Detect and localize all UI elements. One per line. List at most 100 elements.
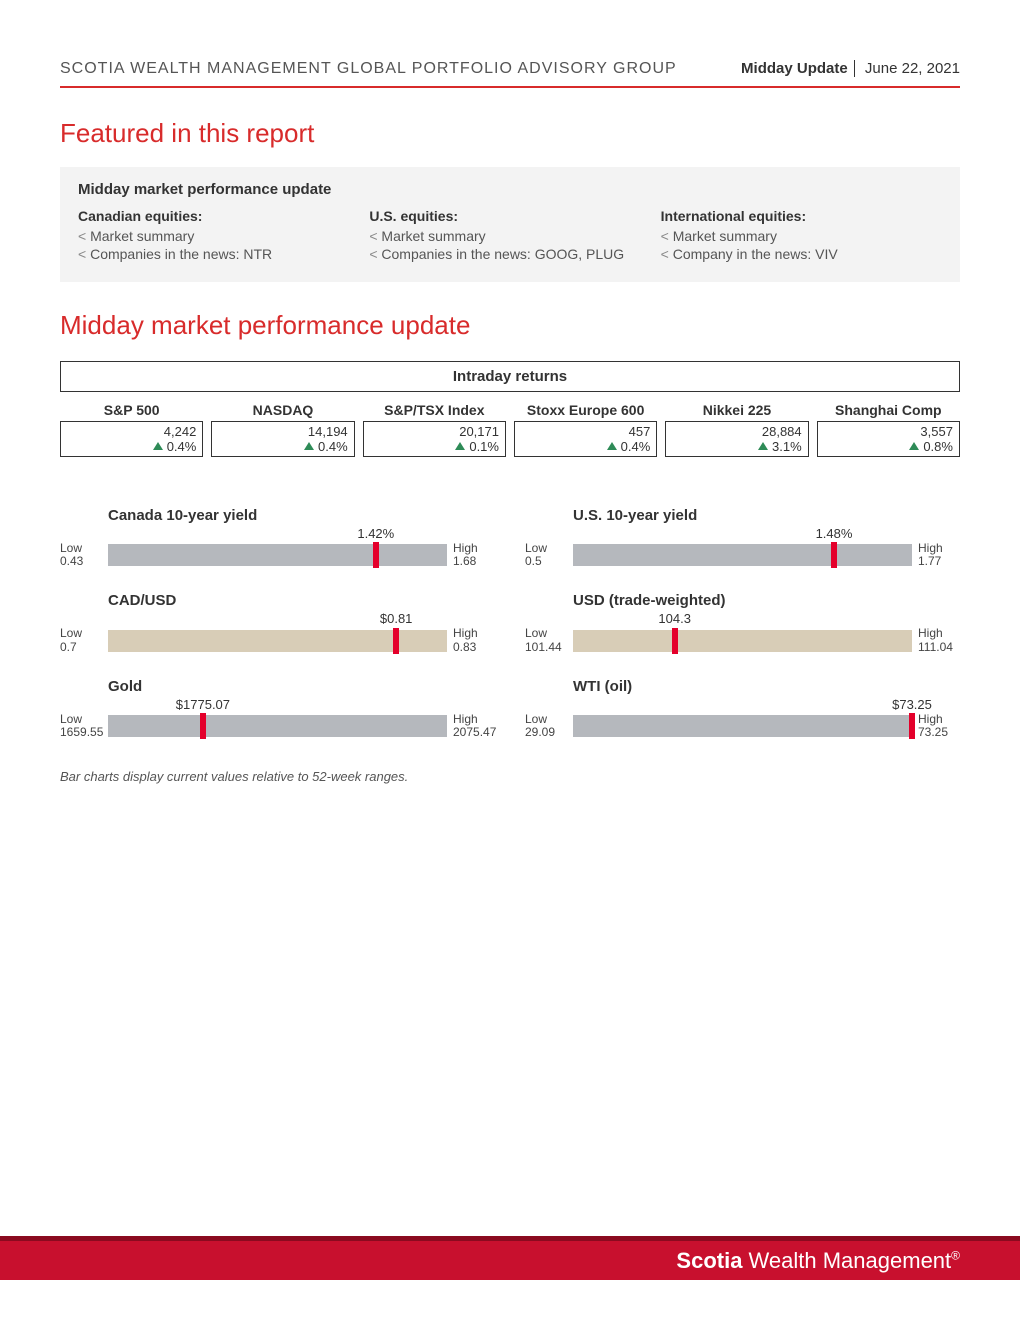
report-date: June 22, 2021 [865, 60, 960, 77]
featured-item: Market summary [661, 228, 942, 244]
range-low-label: Low1659.55 [60, 713, 102, 739]
up-triangle-icon [607, 442, 617, 450]
range-high-label: High2075.47 [453, 713, 495, 739]
index-name: NASDAQ [211, 402, 354, 418]
featured-item: Companies in the news: GOOG, PLUG [369, 246, 650, 262]
range-block: Gold $1775.07Low1659.55 High2075.47 [60, 678, 495, 739]
featured-column-title: Canadian equities: [78, 208, 359, 224]
range-current-label: 104.3 [525, 611, 960, 627]
featured-column: International equities: Market summary Com… [661, 208, 942, 264]
index-change: 0.1% [370, 439, 499, 454]
range-low-label: Low0.5 [525, 542, 567, 568]
range-marker [373, 542, 379, 568]
range-title: USD (trade-weighted) [573, 592, 960, 609]
range-bar [573, 630, 912, 652]
section-heading-featured: Featured in this report [60, 118, 960, 149]
index-name: Nikkei 225 [665, 402, 808, 418]
range-low-label: Low0.7 [60, 627, 102, 653]
index-value-box: 3,5570.8% [817, 421, 960, 457]
range-block: USD (trade-weighted) 104.3Low101.44High11… [525, 592, 960, 653]
range-current-label: $0.81 [60, 611, 495, 627]
index-value: 3,557 [824, 424, 953, 439]
index-card: S&P/TSX Index 20,1710.1% [363, 402, 506, 457]
range-marker [831, 542, 837, 568]
report-title: Midday Update [741, 60, 855, 77]
page-header: SCOTIA WEALTH MANAGEMENT GLOBAL PORTFOLI… [60, 60, 960, 88]
range-bar-wrap: Low0.43High1.68 [60, 542, 495, 568]
section-heading-update: Midday market performance update [60, 310, 960, 341]
range-block: WTI (oil) $73.25Low29.09 High73.25 [525, 678, 960, 739]
range-marker [672, 628, 678, 654]
range-bar [573, 715, 912, 737]
range-low-label: Low29.09 [525, 713, 567, 739]
featured-item: Companies in the news: NTR [78, 246, 359, 262]
up-triangle-icon [909, 442, 919, 450]
range-marker [200, 713, 206, 739]
range-bar-wrap: Low0.5 High1.77 [525, 542, 960, 568]
index-value-box: 14,1940.4% [211, 421, 354, 457]
featured-column: Canadian equities:Market summaryCompanie… [78, 208, 359, 264]
range-high-label: High0.83 [453, 627, 495, 653]
index-change: 3.1% [672, 439, 801, 454]
range-block: CAD/USD $0.81Low0.7 High0.83 [60, 592, 495, 653]
featured-box-title: Midday market performance update [78, 181, 942, 198]
intraday-title: Intraday returns [60, 361, 960, 392]
range-current-label: 1.48% [525, 526, 960, 542]
range-bar [108, 715, 447, 737]
range-block: U.S. 10-year yield 1.48%Low0.5 High1.77 [525, 507, 960, 568]
index-card: S&P 500 4,2420.4% [60, 402, 203, 457]
range-low-label: Low101.44 [525, 627, 567, 653]
range-bar-wrap: Low1659.55 High2075.47 [60, 713, 495, 739]
index-name: S&P/TSX Index [363, 402, 506, 418]
range-title: CAD/USD [108, 592, 495, 609]
featured-column: U.S. equities:Market summaryCompanies in… [369, 208, 650, 264]
index-value-box: 4,2420.4% [60, 421, 203, 457]
range-bar-wrap: Low29.09 High73.25 [525, 713, 960, 739]
range-high-label: High1.68 [453, 542, 495, 568]
index-value: 4,242 [67, 424, 196, 439]
range-current-label: 1.42% [60, 526, 495, 542]
range-title: U.S. 10-year yield [573, 507, 960, 524]
footer-brand-bar: Scotia Wealth Management® [0, 1236, 1020, 1280]
up-triangle-icon [153, 442, 163, 450]
range-block: Canada 10-year yield 1.42%Low0.43High1.68 [60, 507, 495, 568]
index-change: 0.4% [67, 439, 196, 454]
range-bar [108, 630, 447, 652]
index-value-box: 4570.4% [514, 421, 657, 457]
range-marker [393, 628, 399, 654]
index-name: Stoxx Europe 600 [514, 402, 657, 418]
index-value: 14,194 [218, 424, 347, 439]
index-change: 0.8% [824, 439, 953, 454]
range-bar-wrap: Low101.44High111.04 [525, 627, 960, 653]
footnote: Bar charts display current values relati… [60, 769, 960, 784]
range-title: Gold [108, 678, 495, 695]
org-name: SCOTIA WEALTH MANAGEMENT GLOBAL PORTFOLI… [60, 60, 677, 78]
index-value: 457 [521, 424, 650, 439]
index-card: Shanghai Comp 3,5570.8% [817, 402, 960, 457]
index-name: S&P 500 [60, 402, 203, 418]
up-triangle-icon [304, 442, 314, 450]
up-triangle-icon [455, 442, 465, 450]
range-title: WTI (oil) [573, 678, 960, 695]
range-title: Canada 10-year yield [108, 507, 495, 524]
index-value: 28,884 [672, 424, 801, 439]
index-card: Stoxx Europe 600 4570.4% [514, 402, 657, 457]
range-high-label: High73.25 [918, 713, 960, 739]
range-bar [108, 544, 447, 566]
range-bar-wrap: Low0.7 High0.83 [60, 627, 495, 653]
featured-item: Company in the news: VIV [661, 246, 942, 262]
featured-item: Market summary [369, 228, 650, 244]
index-value: 20,171 [370, 424, 499, 439]
up-triangle-icon [758, 442, 768, 450]
index-value-box: 28,8843.1% [665, 421, 808, 457]
featured-column-title: International equities: [661, 208, 942, 224]
range-current-label: $1775.07 [60, 697, 495, 713]
index-name: Shanghai Comp [817, 402, 960, 418]
footer-brand-rest: Wealth Management [742, 1248, 951, 1273]
range-high-label: High1.77 [918, 542, 960, 568]
index-change: 0.4% [521, 439, 650, 454]
index-card: NASDAQ 14,1940.4% [211, 402, 354, 457]
index-value-box: 20,1710.1% [363, 421, 506, 457]
registered-mark-icon: ® [951, 1248, 960, 1262]
range-current-label: $73.25 [525, 697, 960, 713]
